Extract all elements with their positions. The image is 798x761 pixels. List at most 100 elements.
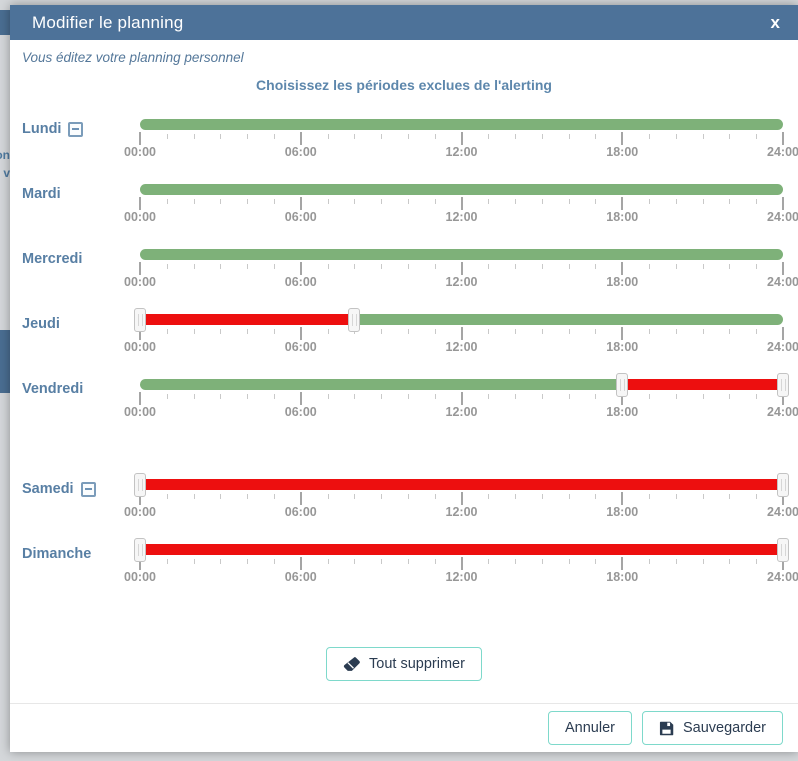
slider-handle[interactable] [777,538,789,562]
slider-handle[interactable] [777,373,789,397]
tick-mark [595,394,597,399]
slider-handle[interactable] [134,538,146,562]
tick-mark [434,559,436,564]
slider-handle[interactable] [134,473,146,497]
tick-mark [407,394,409,399]
tick-axis [139,197,784,211]
handle-groove [780,479,786,491]
excluded-segment[interactable] [140,479,783,490]
tick-mark [649,264,651,269]
tick-mark [166,199,168,204]
tick-axis [139,492,784,506]
tick-mark [220,134,222,139]
time-label: 06:00 [284,570,317,584]
modal-footer: Annuler Sauvegarder [10,703,798,752]
day-label-wrap: Dimanche [22,546,91,562]
time-label: 12:00 [445,570,478,584]
day-label: Mardi [22,186,61,202]
tick-mark [595,199,597,204]
excluded-segment[interactable] [140,544,783,555]
tick-mark [515,134,517,139]
tick-mark [675,494,677,499]
time-slider-vendredi[interactable]: 00:00 06:00 12:00 18:00 24:00 [124,373,798,423]
tick-mark [621,557,624,570]
clear-all-button[interactable]: Tout supprimer [326,647,482,681]
tick-mark [756,199,758,204]
time-label: 12:00 [445,210,478,224]
day-row-mardi: Mardi 00:00 06:00 12:00 18:00 24:00 [10,170,798,235]
handle-groove [137,479,143,491]
background-text-fragment: v [3,166,10,180]
clear-all-wrap: Tout supprimer [10,647,798,681]
time-label: 24:00 [767,210,798,224]
slider-track[interactable] [140,119,783,130]
slider-handle[interactable] [348,308,361,332]
tick-mark [247,264,249,269]
tick-mark [220,559,222,564]
slider-handle[interactable] [134,308,146,332]
slider-track[interactable] [140,249,783,260]
save-icon [659,721,674,736]
tick-mark [460,557,463,570]
tick-mark [166,134,168,139]
tick-mark [193,329,195,334]
tick-mark [729,559,731,564]
time-label: 18:00 [606,405,639,419]
excluded-segment[interactable] [622,379,783,390]
minus-square-icon[interactable] [80,481,96,497]
minus-square-icon[interactable] [68,121,84,137]
tick-mark [247,494,249,499]
day-row-mercredi: Mercredi 00:00 06:00 12:00 18:00 24:00 [10,235,798,300]
tick-mark [407,494,409,499]
tick-mark [381,329,383,334]
time-slider-mercredi[interactable]: 00:00 06:00 12:00 18:00 24:00 [124,243,798,293]
tick-mark [649,199,651,204]
time-label: 24:00 [767,275,798,289]
tick-mark [381,559,383,564]
slider-track[interactable] [140,314,783,325]
time-slider-samedi[interactable]: 00:00 06:00 12:00 18:00 24:00 [124,473,798,523]
tick-mark [675,394,677,399]
time-slider-dimanche[interactable]: 00:00 06:00 12:00 18:00 24:00 [124,538,798,588]
alerting-periods-heading: Choisissez les périodes exclues de l'ale… [256,77,552,93]
tick-mark [702,199,704,204]
tick-mark [621,327,624,340]
slider-track[interactable] [140,544,783,555]
tick-mark [273,494,275,499]
time-slider-lundi[interactable]: 00:00 06:00 12:00 18:00 24:00 [124,113,798,163]
slider-track[interactable] [140,379,783,390]
tick-mark [756,494,758,499]
time-label: 12:00 [445,275,478,289]
tick-mark [595,559,597,564]
tick-mark [273,264,275,269]
slider-track[interactable] [140,479,783,490]
slider-handle[interactable] [777,473,789,497]
time-slider-jeudi[interactable]: 00:00 06:00 12:00 18:00 24:00 [124,308,798,358]
time-label: 00:00 [124,505,156,519]
tick-labels: 00:00 06:00 12:00 18:00 24:00 [124,210,798,225]
cancel-button[interactable]: Annuler [547,711,632,745]
save-button[interactable]: Sauvegarder [641,711,783,745]
time-slider-mardi[interactable]: 00:00 06:00 12:00 18:00 24:00 [124,178,798,228]
time-label: 06:00 [284,505,317,519]
tick-mark [273,329,275,334]
time-label: 12:00 [445,405,478,419]
tick-labels: 00:00 06:00 12:00 18:00 24:00 [124,405,798,420]
close-icon[interactable]: x [770,13,780,32]
tick-mark [327,494,329,499]
tick-mark [488,134,490,139]
time-label: 24:00 [767,570,798,584]
tick-mark [756,394,758,399]
tick-mark [166,394,168,399]
tick-mark [702,494,704,499]
tick-mark [568,329,570,334]
tick-mark [460,132,463,145]
day-rows: Lundi 00:00 06:00 12:00 18:00 24:00 Mardi 00:00… [10,105,798,595]
slider-handle[interactable] [616,373,629,397]
tick-mark [541,494,543,499]
excluded-segment[interactable] [140,314,355,325]
tick-mark [649,494,651,499]
time-label: 18:00 [606,145,639,159]
slider-track[interactable] [140,184,783,195]
eraser-icon [343,656,360,672]
